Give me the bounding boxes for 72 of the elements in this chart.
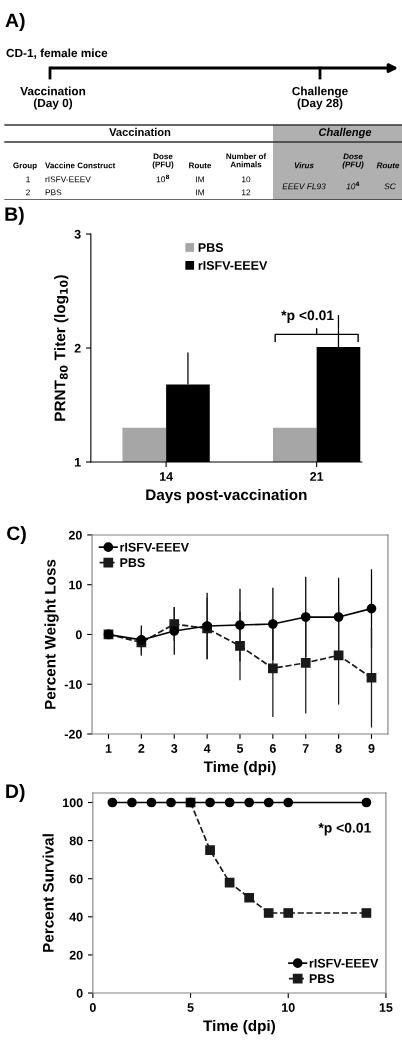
text: PBS	[45, 189, 62, 196]
text: IM	[196, 189, 204, 196]
y-axis-title: PRNT$_{80}$ Titer (log$_{10}$)	[54, 275, 69, 421]
text: Number of Animals	[226, 153, 267, 168]
x-tick-label: 9	[368, 744, 375, 753]
text: 2	[26, 189, 30, 196]
text: IM	[196, 176, 204, 183]
y-axis-title: Percent Weight Loss	[44, 559, 59, 709]
y-tick-label: 2	[74, 343, 81, 353]
y-tick-label: 80	[69, 836, 83, 846]
legend-label: rISFV-EEEV	[198, 261, 268, 270]
text: Dose (PFU)	[342, 153, 364, 169]
text: Vaccine Construct	[45, 162, 116, 169]
x-tick-label: 7	[302, 744, 309, 753]
text: 10	[242, 176, 251, 183]
x-tick-label: 8	[335, 744, 342, 753]
x-tick-label: 4	[203, 744, 211, 753]
y-axis-title: Percent Survival	[42, 834, 54, 952]
y-tick-label: 1	[74, 457, 81, 467]
chart-title: C)	[7, 525, 26, 545]
x-tick-label: 21	[310, 472, 324, 481]
x-tick-label: 0	[89, 1003, 96, 1012]
x-axis-title: Time (dpi)	[203, 760, 276, 776]
x-axis-title: Days post-vaccination	[146, 488, 307, 504]
text: SC	[384, 183, 396, 190]
text: EEEV FL93	[282, 183, 326, 190]
chart-title: B)	[5, 206, 24, 225]
text: Route	[189, 162, 212, 169]
text: Route	[376, 162, 400, 169]
x-tick-label: 14	[159, 472, 173, 481]
legend-label: rISFV-EEEV	[120, 542, 189, 552]
text: 1	[26, 176, 30, 183]
text: rISFV-EEEV	[45, 176, 91, 183]
y-tick-label: 0	[75, 630, 82, 640]
x-tick-label: 5	[187, 1003, 194, 1012]
x-tick-label: 3	[171, 744, 178, 753]
text: 12	[242, 189, 251, 196]
x-tick-label: 15	[379, 1003, 393, 1012]
y-tick-label: 40	[69, 912, 83, 922]
x-axis-title: Time (dpi)	[203, 1019, 275, 1035]
annotation: *p <0.01	[281, 310, 334, 323]
y-tick-label: -20	[64, 729, 82, 739]
y-tick-label: 20	[69, 950, 83, 960]
x-tick-label: 6	[269, 744, 276, 753]
text: Group	[13, 162, 37, 170]
y-tick-label: -10	[64, 680, 82, 689]
text: Vaccination (Day 0)	[20, 86, 86, 110]
y-tick-label: 0	[76, 988, 83, 998]
legend-label: PBS	[198, 243, 224, 252]
legend-label: PBS	[120, 558, 145, 568]
y-tick-label: 100	[63, 798, 83, 808]
text: Challenge (Day 28)	[292, 86, 348, 110]
y-tick-label: 20	[68, 530, 82, 540]
text: 10$^{4}$	[346, 181, 360, 190]
legend-label: PBS	[309, 974, 335, 984]
chart-title: D)	[6, 783, 25, 803]
y-tick-label: 60	[69, 874, 83, 884]
legend-label: rISFV-EEEV	[309, 958, 379, 968]
text: 10$^{8}$	[156, 174, 170, 183]
text: A)	[5, 12, 25, 32]
annotation: *p <0.01	[318, 822, 371, 836]
x-tick-label: 10	[282, 1003, 295, 1012]
x-tick-label: 5	[236, 744, 244, 753]
text: Challenge	[319, 127, 372, 139]
text: Dose (PFU)	[152, 153, 174, 169]
text: CD-1, female mice	[6, 48, 108, 59]
text: Virus	[294, 162, 314, 169]
y-tick-label: 3	[74, 229, 81, 239]
x-tick-label: 2	[138, 744, 145, 753]
y-tick-label: 10	[69, 580, 82, 590]
x-tick-label: 1	[105, 744, 112, 753]
text: Vaccination	[109, 127, 171, 137]
